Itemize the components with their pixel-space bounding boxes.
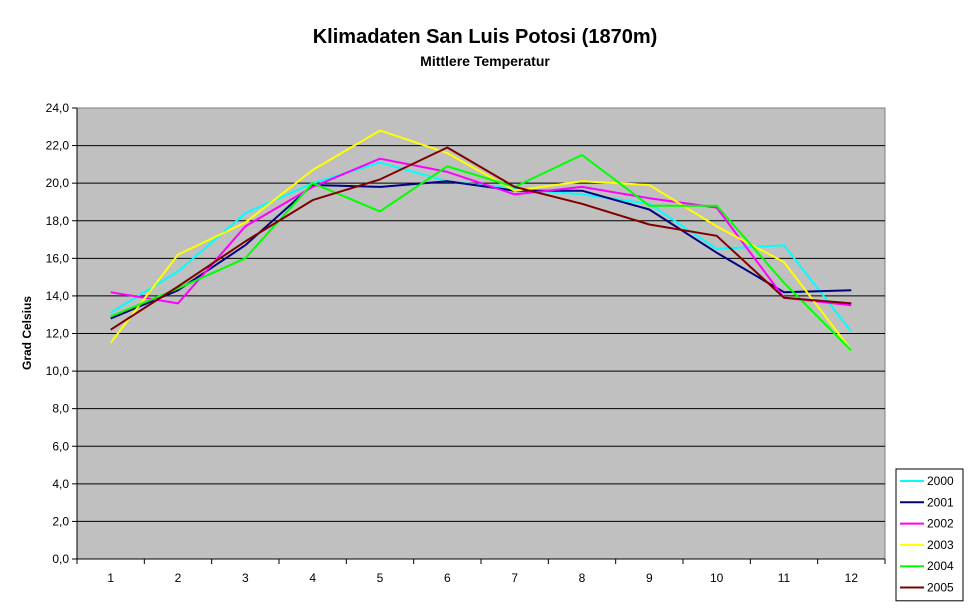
y-tick-label: 8,0 [52,402,69,416]
legend-box [895,468,964,602]
y-tick-label: 4,0 [52,477,69,491]
series-line-2003 [109,129,853,352]
y-tick-label: 20,0 [46,176,70,190]
x-tick-label: 9 [646,571,653,585]
legend-label-2002: 2002 [927,517,954,531]
y-tick-label: 0,0 [52,552,69,566]
x-tick-label: 7 [511,571,518,585]
y-tick-label: 18,0 [46,214,70,228]
legend-label-2004: 2004 [927,559,954,573]
x-tick-label: 12 [845,571,859,585]
y-tick-label: 24,0 [46,101,70,115]
legend: 2000 2001 2002 2003 2004 2005 [895,468,964,602]
x-tick-label: 2 [175,571,182,585]
y-tick-label: 14,0 [46,289,70,303]
x-tick-label: 5 [377,571,384,585]
y-tick-label: 12,0 [46,327,70,341]
series-line-2004 [110,154,853,352]
y-tick-label: 10,0 [46,364,70,378]
y-tick-label: 22,0 [46,139,70,153]
y-tick-label: 6,0 [52,439,69,453]
legend-label-2000: 2000 [927,474,954,488]
x-tick-label: 1 [107,571,114,585]
series-lines [109,129,853,352]
legend-label-2001: 2001 [927,495,954,509]
x-tick-label: 8 [579,571,586,585]
x-tick-label: 3 [242,571,249,585]
axes: 0,0 2,0 4,0 6,0 8,0 10,0 12,0 14,0 16,0 18,0 20,0 2… [46,101,886,585]
y-tick-label: 16,0 [46,251,70,265]
x-tick-label: 11 [778,571,791,585]
chart-subtitle: Mittlere Temperatur [420,53,550,69]
x-tick-label: 10 [710,571,724,585]
series-line-2005 [110,146,852,331]
series-line-2002 [110,157,852,307]
y-tick-label: 2,0 [52,514,69,528]
x-tick-label: 4 [309,571,316,585]
legend-label-2005: 2005 [927,581,954,595]
y-axis-label: Grad Celsius [20,296,34,370]
chart-title: Klimadaten San Luis Potosi (1870m) [313,26,658,48]
legend-label-2003: 2003 [927,538,954,552]
series-line-2001 [110,180,852,320]
x-tick-label: 6 [444,571,451,585]
